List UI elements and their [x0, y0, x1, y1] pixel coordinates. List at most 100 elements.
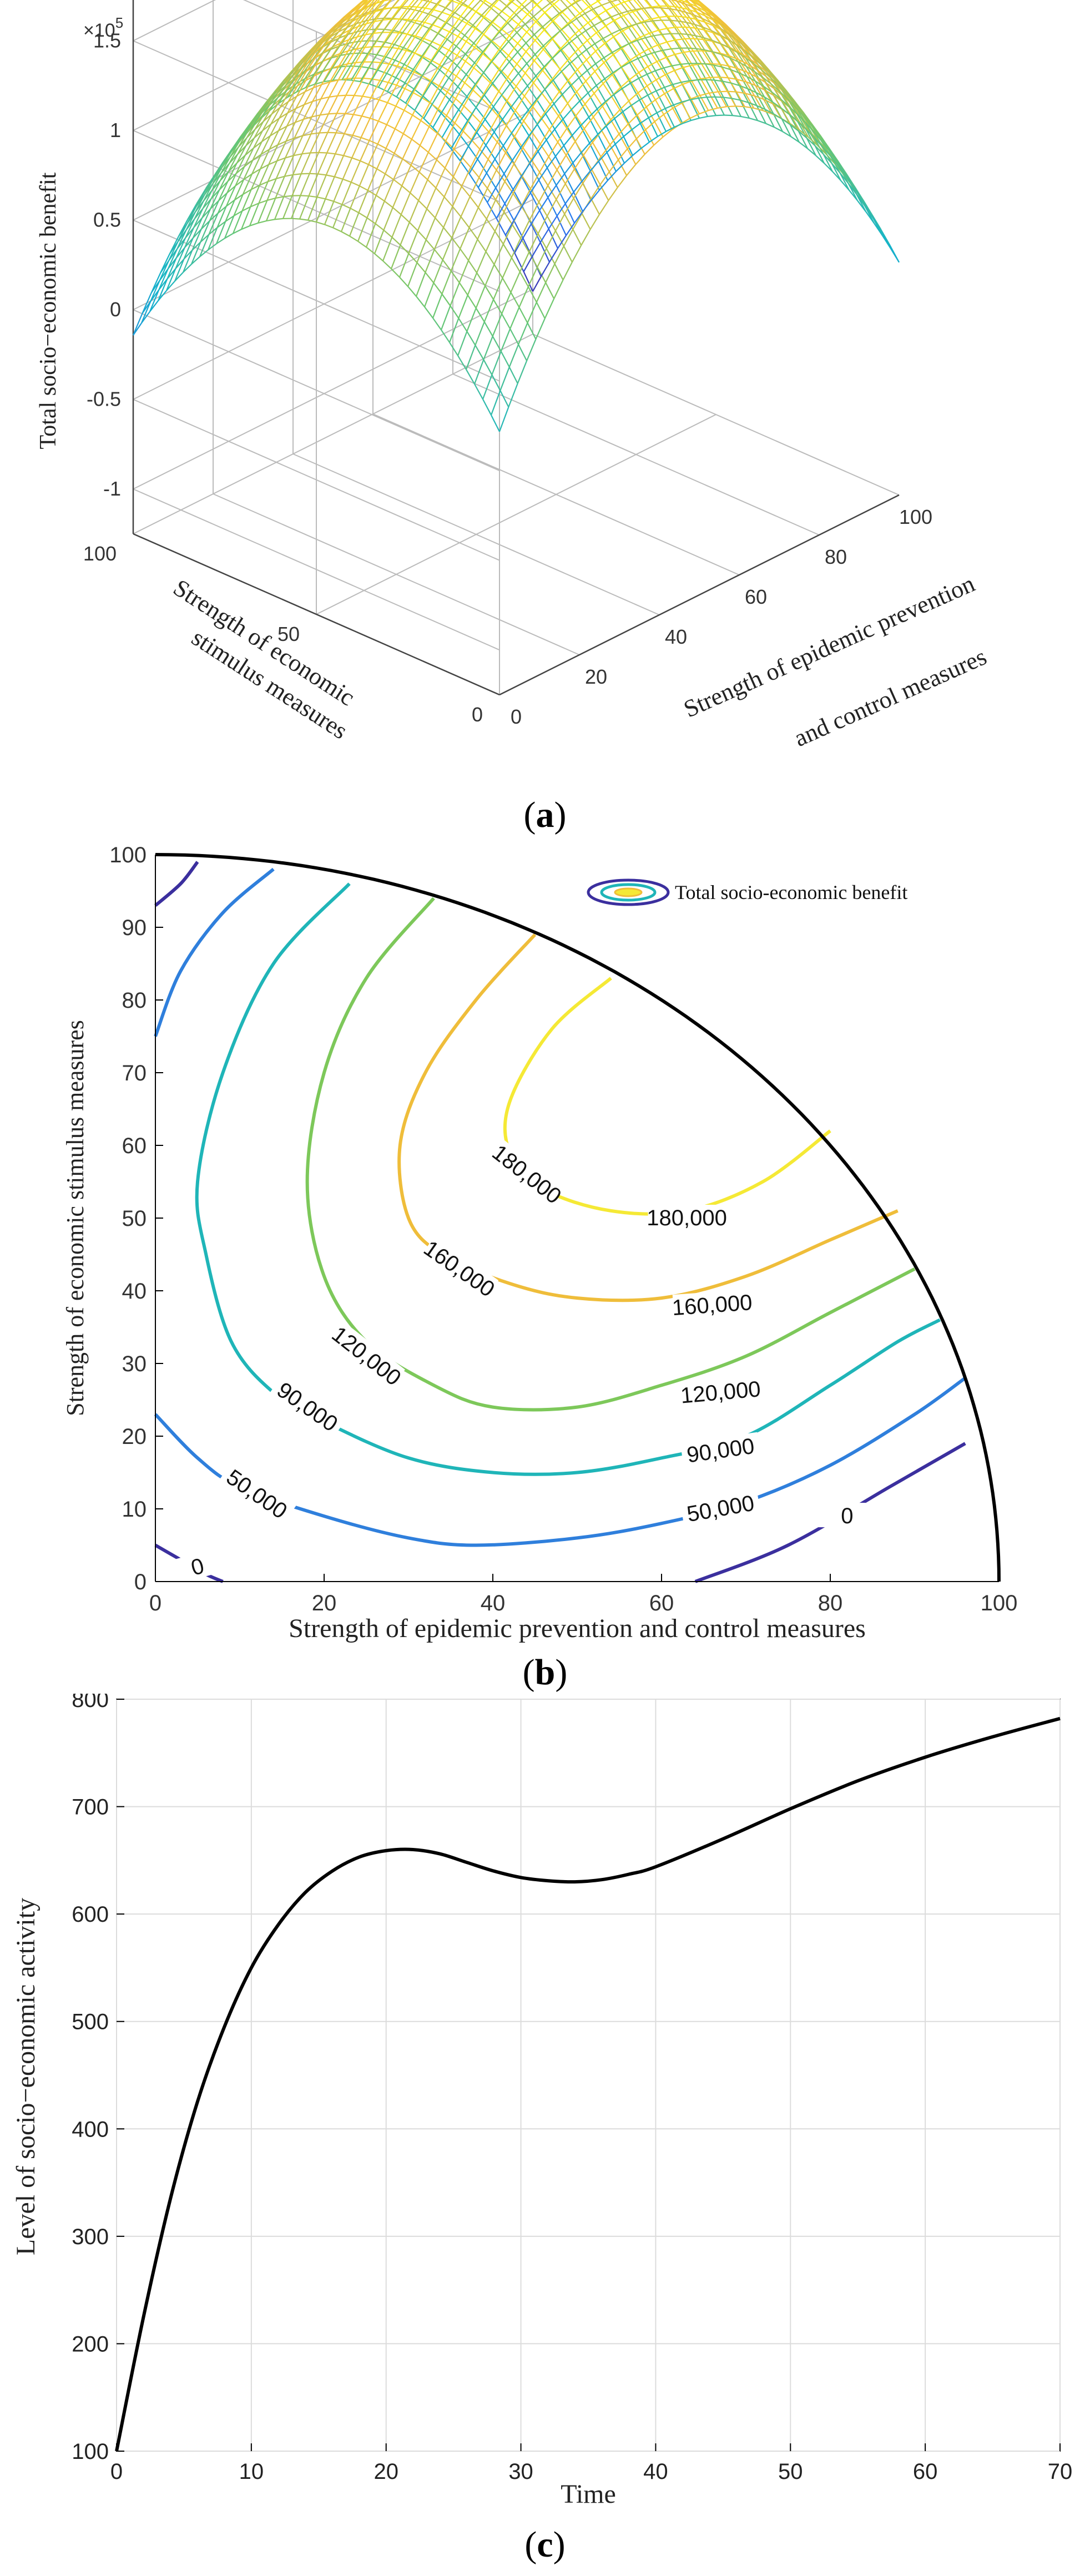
surface-mesh-segment [596, 0, 599, 2]
surface-mesh-segment [403, 47, 413, 53]
surface-mesh-segment [375, 200, 385, 224]
surface-mesh [132, 0, 900, 432]
surface-mesh-segment [620, 87, 630, 102]
surface-mesh-segment [680, 0, 685, 4]
surface-mesh-segment [549, 2, 560, 14]
surface-mesh-segment [359, 185, 369, 191]
surface-mesh-segment [762, 77, 772, 85]
surface-mesh-segment [245, 129, 256, 147]
surface-mesh-segment [202, 198, 212, 209]
surface-mesh-segment [337, 78, 347, 97]
surface-mesh-segment [491, 50, 501, 62]
surface-mesh-segment [507, 22, 518, 33]
surface-mesh-segment [448, 36, 458, 50]
surface-mesh-segment [474, 34, 485, 48]
surface-mesh-segment [212, 173, 222, 184]
back-wall-grid-z [133, 289, 533, 490]
surface-mesh-segment [379, 99, 388, 104]
surface-mesh-segment [765, 123, 775, 128]
surface-mesh-segment [627, 138, 637, 149]
surface-mesh-segment [539, 129, 550, 145]
surface-mesh-segment [476, 272, 486, 286]
surface-mesh-segment [347, 31, 357, 36]
surface-mesh-segment [650, 5, 660, 8]
surface-mesh-segment [609, 133, 620, 145]
surface-mesh-segment [313, 61, 323, 75]
surface-mesh-segment [730, 47, 740, 53]
surface-mesh-segment [377, 73, 387, 88]
surface-mesh-segment [327, 95, 339, 114]
surface-mesh-segment [578, 77, 589, 93]
surface-mesh-segment [400, 214, 410, 223]
surface-mesh-segment [257, 200, 268, 224]
surface-mesh-segment [874, 223, 883, 236]
surface-mesh-segment [612, 47, 621, 53]
surface-mesh-segment [574, 155, 584, 170]
surface-mesh-segment [728, 47, 738, 53]
surface-mesh-segment [322, 57, 332, 72]
surface-mesh-segment [443, 206, 453, 228]
surface-mesh-segment [235, 166, 245, 174]
surface-mesh-segment [428, 17, 438, 29]
surface-mesh-segment [460, 145, 470, 161]
surface-mesh-segment [769, 72, 779, 83]
surface-mesh-segment [358, 212, 367, 219]
surface-mesh-segment [521, 175, 531, 193]
surface-mesh-segment [252, 141, 263, 161]
surface-mesh-segment [513, 206, 523, 221]
surface-mesh-segment [568, 58, 578, 70]
surface-mesh-segment [359, 52, 368, 54]
surface-mesh-segment [629, 83, 640, 100]
surface-mesh-segment [781, 118, 791, 125]
surface-mesh-segment [410, 11, 420, 22]
surface-mesh-segment [556, 155, 567, 170]
surface-mesh-segment [689, 80, 699, 99]
surface-mesh-segment [585, 25, 595, 32]
surface-mesh-segment [548, 229, 558, 249]
surface-mesh-segment [208, 243, 217, 251]
surface-mesh-segment [445, 140, 455, 150]
surface-mesh-segment [235, 179, 244, 186]
surface-mesh-segment [449, 99, 460, 110]
surface-mesh-segment [556, 215, 567, 236]
surface-mesh-segment [718, 27, 728, 34]
surface-mesh-segment [512, 189, 523, 207]
surface-mesh-segment [498, 407, 509, 432]
surface-mesh-segment [477, 207, 487, 220]
surface-mesh-segment [513, 220, 524, 239]
surface-mesh-segment [458, 0, 463, 4]
surface-mesh-segment [270, 107, 281, 125]
surface-mesh-segment [495, 187, 506, 204]
surface-mesh-segment [552, 79, 563, 95]
surface-mesh-segment [728, 65, 738, 69]
surface-mesh-segment [543, 37, 552, 47]
surface-mesh-segment [477, 239, 487, 252]
surface-mesh-segment [485, 0, 487, 1]
surface-mesh-segment [475, 307, 485, 322]
surface-mesh-segment [366, 18, 375, 31]
surface-mesh-segment [406, 49, 415, 54]
surface-mesh-segment [749, 117, 758, 122]
surface-mesh-segment [608, 171, 618, 188]
surface-mesh-segment [312, 53, 322, 67]
contour-label: 0 [841, 1504, 853, 1528]
surface-mesh-segment [174, 271, 184, 282]
surface-mesh-segment [563, 229, 574, 247]
surface-mesh-segment [357, 218, 368, 242]
surface-mesh-segment [204, 178, 214, 191]
surface-mesh-segment [514, 238, 524, 254]
surface-mesh-segment [337, 18, 346, 28]
surface-mesh-segment [165, 268, 176, 291]
surface-mesh-segment [301, 152, 311, 155]
surface-mesh-segment [702, 39, 712, 52]
surface-mesh-segment [468, 173, 479, 188]
surface-mesh-segment [645, 99, 656, 108]
surface-mesh-segment [584, 93, 595, 105]
surface-mesh-segment [576, 0, 582, 3]
z-tick-label: 0.5 [93, 209, 121, 231]
surface-mesh-segment [334, 155, 345, 177]
surface-mesh-segment [157, 279, 168, 301]
surface-mesh-segment [195, 194, 205, 208]
surface-mesh-segment [312, 48, 322, 60]
